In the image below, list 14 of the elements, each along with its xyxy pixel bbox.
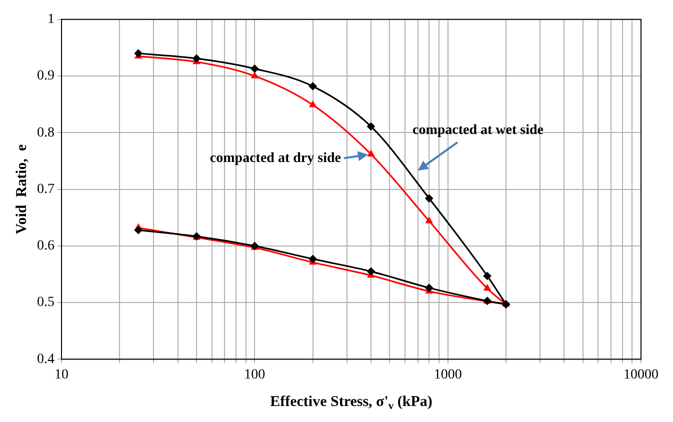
y-tick-label: 0.4 bbox=[37, 352, 54, 367]
y-tick-label: 0.5 bbox=[37, 295, 54, 310]
annotation: compacted at wet side bbox=[412, 122, 544, 138]
y-tick-label: 0.8 bbox=[37, 125, 54, 140]
x-tick-label: 10 bbox=[54, 367, 68, 382]
y-axis-title: Void Ratio, e bbox=[14, 144, 30, 234]
x-tick-label: 1000 bbox=[434, 367, 462, 382]
x-tick-label: 10000 bbox=[624, 367, 658, 382]
annotation: compacted at dry side bbox=[210, 150, 341, 166]
x-tick-label: 100 bbox=[244, 367, 266, 382]
y-tick-label: 0.9 bbox=[37, 68, 54, 84]
y-tick-label: 0.7 bbox=[37, 182, 54, 197]
y-tick-label: 0.6 bbox=[37, 238, 54, 254]
y-tick-label: 1 bbox=[48, 12, 54, 28]
